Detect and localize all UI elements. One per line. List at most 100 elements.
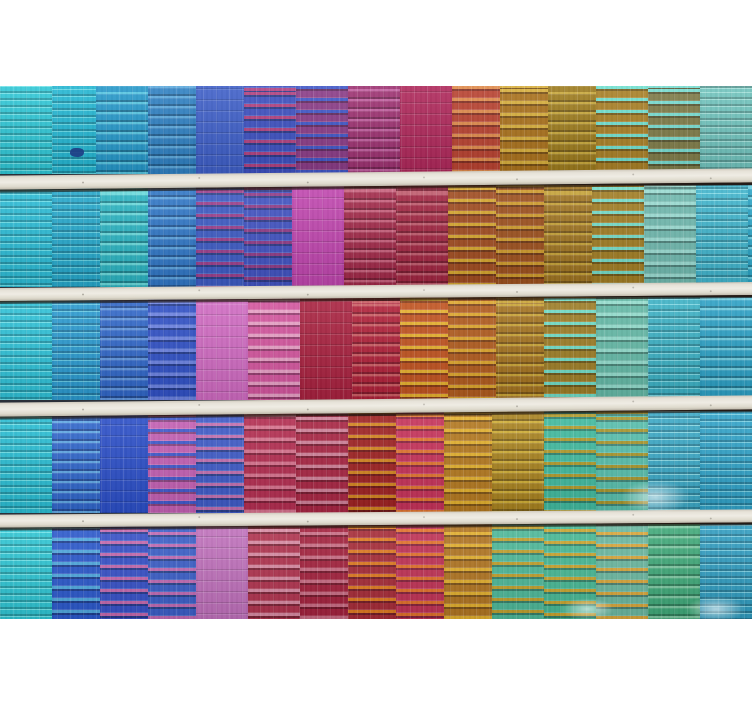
panel-mullions bbox=[396, 411, 444, 513]
panel-shading bbox=[52, 411, 100, 513]
panel-slats bbox=[0, 86, 52, 174]
panel-slats bbox=[148, 86, 196, 174]
panel-shading bbox=[0, 524, 52, 619]
louver-panel bbox=[196, 524, 248, 619]
panel-shading bbox=[196, 297, 248, 400]
panel-field bbox=[196, 524, 248, 619]
panel-mullions bbox=[348, 524, 396, 619]
panel-slats bbox=[748, 185, 752, 287]
panel-grain bbox=[52, 411, 100, 513]
louver-panel bbox=[644, 185, 696, 287]
louver-panel bbox=[100, 297, 148, 400]
louver-panel bbox=[544, 411, 596, 513]
panel-slats bbox=[444, 411, 492, 513]
panel-mullions bbox=[648, 297, 700, 400]
panel-grain bbox=[444, 524, 492, 619]
panel-field bbox=[196, 86, 244, 174]
panel-shading bbox=[348, 411, 396, 513]
band-5 bbox=[0, 524, 752, 619]
panel-grain bbox=[300, 524, 348, 619]
panel-mullions bbox=[492, 524, 544, 619]
panel-slats bbox=[492, 411, 544, 513]
louver-panel bbox=[396, 411, 444, 513]
panel-shading bbox=[648, 524, 700, 619]
panel-shading bbox=[0, 411, 52, 513]
panel-grain bbox=[592, 185, 644, 287]
panel-shading bbox=[492, 411, 544, 513]
louver-panel bbox=[196, 411, 244, 513]
panel-grain bbox=[448, 185, 496, 287]
panel-shading bbox=[700, 86, 752, 174]
panel-slats bbox=[0, 297, 52, 400]
panel-shading bbox=[544, 185, 592, 287]
louver-panel bbox=[544, 297, 596, 400]
panel-slats bbox=[296, 411, 348, 513]
louver-panel bbox=[348, 411, 396, 513]
panel-grain bbox=[244, 185, 292, 287]
panel-mullions bbox=[244, 86, 296, 174]
panel-grain bbox=[492, 411, 544, 513]
panel-slats bbox=[0, 524, 52, 619]
panel-slats bbox=[148, 185, 196, 287]
panel-mullions bbox=[396, 185, 448, 287]
panel-mullions bbox=[548, 86, 596, 174]
panel-mullions bbox=[196, 185, 244, 287]
louver-panel bbox=[452, 86, 500, 174]
panel-mullions bbox=[244, 185, 292, 287]
panel-grain bbox=[292, 185, 344, 287]
panel-slats bbox=[544, 297, 596, 400]
panel-slats bbox=[100, 297, 148, 400]
louver-panel bbox=[0, 86, 52, 174]
panel-mullions bbox=[148, 86, 196, 174]
louver-panel bbox=[100, 411, 148, 513]
panel-shading bbox=[0, 297, 52, 400]
louver-panel bbox=[396, 524, 444, 619]
panel-slats bbox=[548, 86, 596, 174]
louver-panel bbox=[700, 411, 752, 513]
louver-panel bbox=[348, 86, 400, 174]
panel-mullions bbox=[496, 297, 544, 400]
louver-panel bbox=[52, 411, 100, 513]
panel-mullions bbox=[52, 297, 100, 400]
panel-mullions bbox=[148, 297, 196, 400]
panel-slats bbox=[0, 411, 52, 513]
panel-slats bbox=[196, 411, 244, 513]
facade-photograph bbox=[0, 86, 752, 619]
panel-shading bbox=[500, 86, 548, 174]
louver-panel bbox=[148, 411, 196, 513]
panel-slats bbox=[292, 185, 344, 287]
panel-slats bbox=[400, 86, 452, 174]
panel-mullions bbox=[96, 86, 148, 174]
louver-panel bbox=[148, 185, 196, 287]
panel-grain bbox=[452, 86, 500, 174]
panel-shading bbox=[396, 524, 444, 619]
panel-grain bbox=[496, 185, 544, 287]
panel-shading bbox=[700, 411, 752, 513]
panel-mullions bbox=[100, 524, 148, 619]
panel-slats bbox=[52, 86, 96, 174]
panel-mullions bbox=[344, 185, 396, 287]
louver-panel bbox=[748, 185, 752, 287]
panel-grain bbox=[100, 297, 148, 400]
panel-shading bbox=[52, 185, 100, 287]
panel-slats bbox=[244, 86, 296, 174]
panel-shading bbox=[0, 86, 52, 174]
panel-mullions bbox=[0, 185, 52, 287]
louver-panel bbox=[648, 297, 700, 400]
panel-shading bbox=[248, 297, 300, 400]
panel-shading bbox=[444, 411, 492, 513]
panel-grain bbox=[196, 185, 244, 287]
panel-grain bbox=[0, 524, 52, 619]
panel-slats bbox=[96, 86, 148, 174]
panel-grain bbox=[244, 86, 296, 174]
panel-grain bbox=[196, 524, 248, 619]
panel-mullions bbox=[700, 297, 752, 400]
panel-shading bbox=[52, 86, 96, 174]
louver-panel bbox=[596, 297, 648, 400]
panel-mullions bbox=[0, 411, 52, 513]
louver-panel bbox=[196, 185, 244, 287]
panel-grain bbox=[248, 524, 300, 619]
panel-mullions bbox=[492, 411, 544, 513]
louver-panel bbox=[244, 185, 292, 287]
louver-panel bbox=[496, 297, 544, 400]
